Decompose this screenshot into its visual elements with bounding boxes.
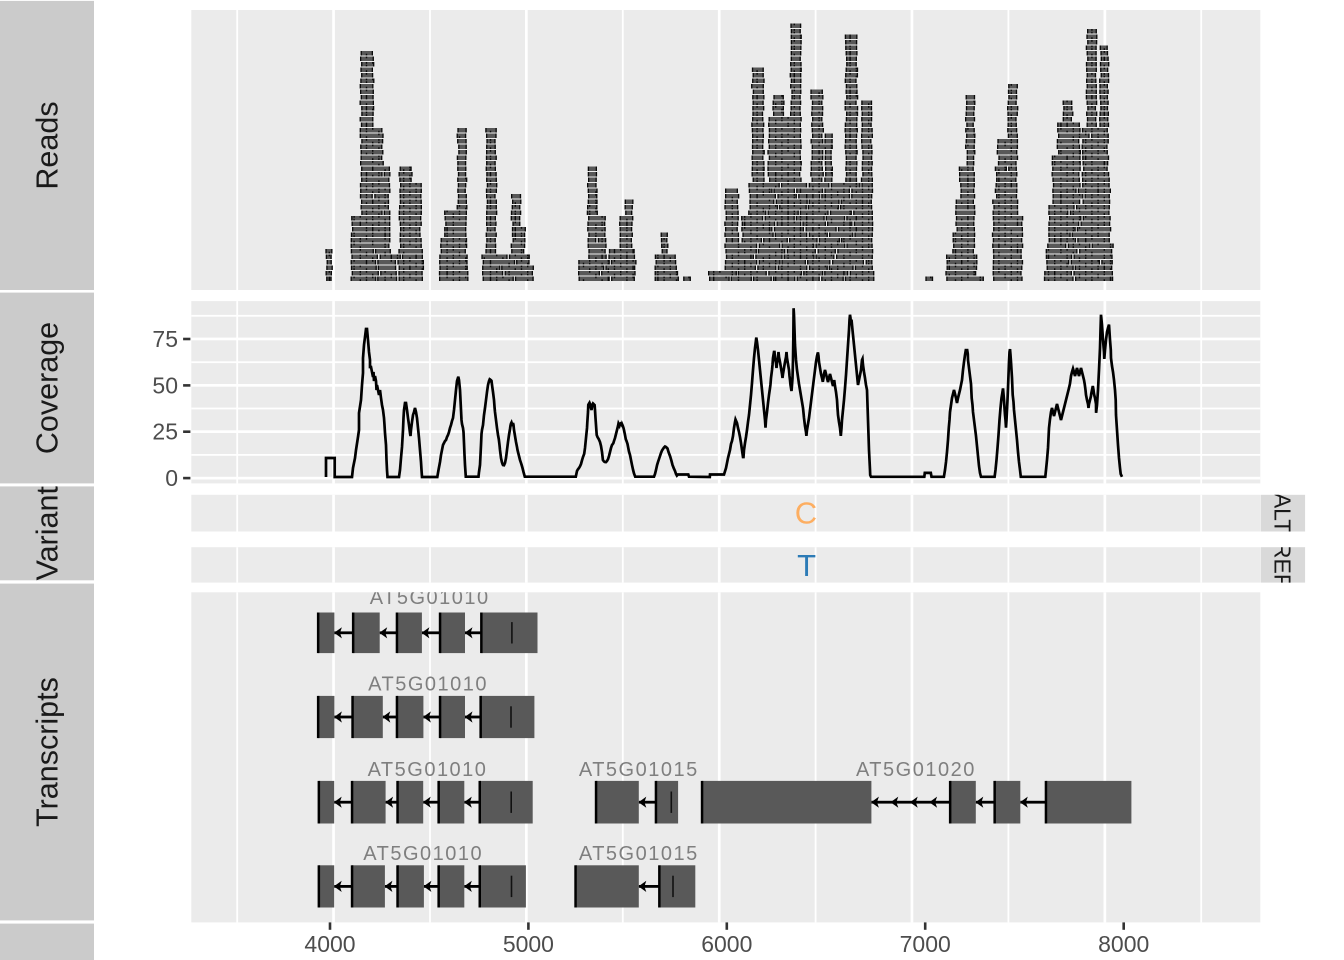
svg-text:AT5G01010: AT5G01010: [368, 759, 488, 781]
svg-text:AT5G01010: AT5G01010: [370, 587, 490, 609]
svg-text:75: 75: [152, 326, 178, 352]
svg-text:Reads: Reads: [31, 101, 65, 189]
svg-text:Variant: Variant: [31, 486, 65, 581]
svg-text:Coverage: Coverage: [31, 322, 65, 454]
svg-text:Transcripts: Transcripts: [31, 677, 65, 827]
svg-text:4000: 4000: [304, 931, 355, 957]
svg-text:C: C: [795, 496, 817, 531]
svg-text:ALT: ALT: [1270, 493, 1296, 533]
svg-text:AT5G01015: AT5G01015: [579, 759, 699, 781]
svg-text:0: 0: [165, 465, 178, 491]
svg-text:50: 50: [152, 372, 178, 398]
svg-text:7000: 7000: [900, 931, 951, 957]
svg-text:T: T: [797, 548, 816, 583]
svg-text:AT5G01015: AT5G01015: [579, 843, 699, 865]
svg-text:AT5G01010: AT5G01010: [368, 674, 488, 696]
svg-text:AT5G01010: AT5G01010: [363, 843, 483, 865]
svg-text:AT5G01020: AT5G01020: [856, 759, 976, 781]
svg-text:6000: 6000: [701, 931, 752, 957]
svg-text:5000: 5000: [503, 931, 554, 957]
svg-text:REF: REF: [1270, 542, 1296, 588]
svg-text:25: 25: [152, 419, 178, 445]
svg-text:8000: 8000: [1098, 931, 1149, 957]
